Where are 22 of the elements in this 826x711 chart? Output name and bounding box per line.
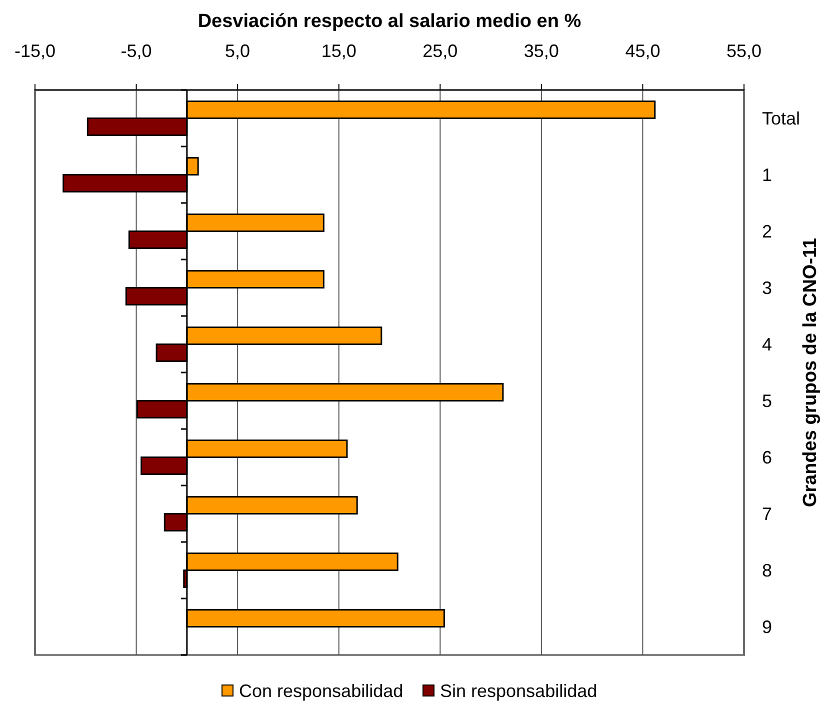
y-tick-label: 6 [762, 447, 772, 468]
x-axis-title: Desviación respecto al salario medio en % [198, 11, 582, 32]
y-axis-title: Grandes grupos de la CNO-11 [800, 237, 821, 508]
y-tick-label: 7 [762, 504, 772, 524]
x-tick-label: -5,0 [120, 41, 152, 61]
x-tick-label: 5,0 [225, 41, 250, 61]
y-tick-label: 2 [762, 221, 772, 242]
y-tick-label: Total [762, 108, 800, 128]
legend-label: Con responsabilidad [239, 681, 404, 701]
y-tick-label: 8 [762, 560, 772, 580]
y-tick-label: 3 [762, 278, 772, 298]
x-tick-label: 55,0 [726, 41, 762, 61]
x-tick-label: 25,0 [422, 41, 458, 61]
x-tick-label: 35,0 [524, 41, 559, 61]
y-tick-label: 4 [762, 334, 772, 354]
x-tick-label: 15,0 [321, 41, 356, 61]
y-tick-label: 9 [762, 616, 772, 637]
y-tick-label: 1 [762, 164, 772, 185]
x-tick-label: -15,0 [14, 41, 56, 61]
legend-label: Sin responsabilidad [440, 681, 598, 701]
x-tick-label: 45,0 [625, 41, 660, 61]
y-tick-label: 5 [762, 390, 772, 411]
